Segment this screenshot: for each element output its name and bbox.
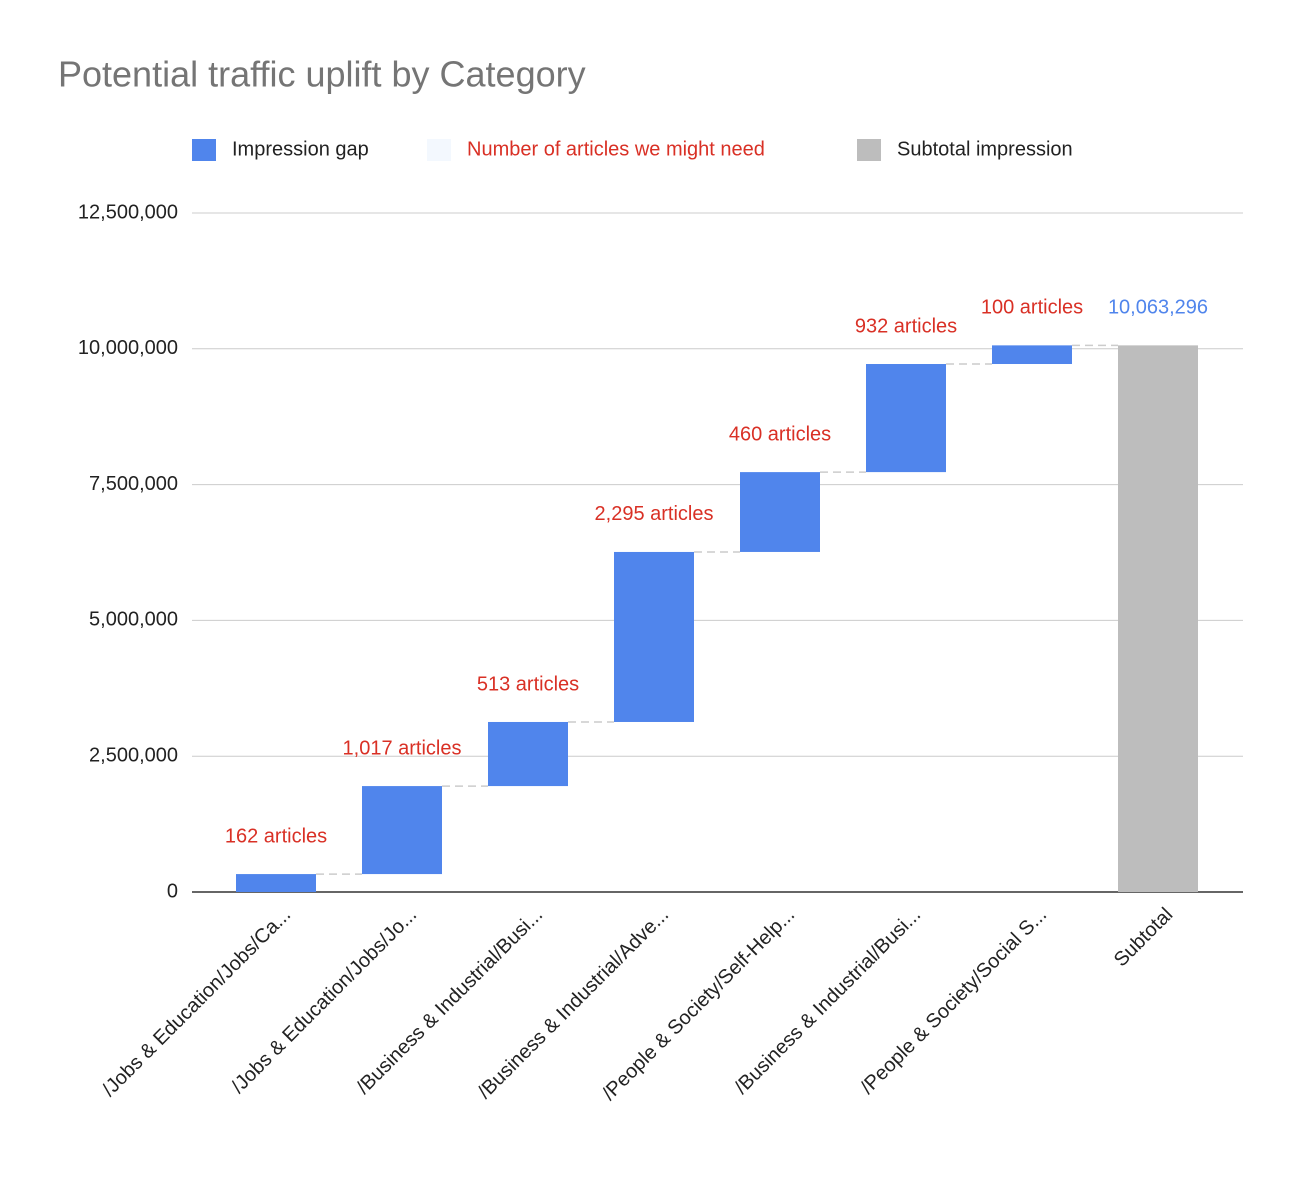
legend-swatch bbox=[192, 139, 216, 161]
y-tick-label: 12,500,000 bbox=[78, 201, 178, 223]
x-tick-label: Subtotal bbox=[1110, 904, 1177, 971]
data-label: 513 articles bbox=[477, 673, 579, 695]
data-label: 2,295 articles bbox=[595, 503, 714, 525]
data-label: 10,063,296 bbox=[1108, 297, 1208, 319]
bar bbox=[362, 786, 442, 875]
legend-swatch bbox=[427, 139, 451, 161]
bar bbox=[614, 551, 694, 722]
data-label: 932 articles bbox=[855, 315, 957, 337]
legend-label: Impression gap bbox=[232, 138, 369, 160]
legend-swatch bbox=[857, 139, 881, 161]
data-label: 460 articles bbox=[729, 423, 831, 445]
y-tick-label: 7,500,000 bbox=[89, 473, 178, 495]
bar bbox=[992, 345, 1072, 365]
legend-label: Subtotal impression bbox=[897, 138, 1073, 160]
data-label: 1,017 articles bbox=[343, 737, 462, 759]
y-tick-label: 10,000,000 bbox=[78, 337, 178, 359]
legend-label: Number of articles we might need bbox=[467, 138, 765, 160]
y-tick-label: 0 bbox=[167, 880, 178, 902]
bar bbox=[488, 721, 568, 787]
subtotal-bar bbox=[1118, 345, 1198, 892]
bar bbox=[740, 472, 820, 552]
data-label: 162 articles bbox=[225, 825, 327, 847]
bar bbox=[236, 874, 316, 892]
y-tick-label: 2,500,000 bbox=[89, 744, 178, 766]
chart-title: Potential traffic uplift by Category bbox=[58, 54, 586, 95]
y-tick-label: 5,000,000 bbox=[89, 609, 178, 631]
bar bbox=[866, 364, 946, 473]
data-label: 100 articles bbox=[981, 297, 1083, 319]
